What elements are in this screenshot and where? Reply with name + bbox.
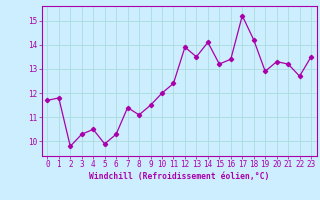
X-axis label: Windchill (Refroidissement éolien,°C): Windchill (Refroidissement éolien,°C) <box>89 172 269 181</box>
